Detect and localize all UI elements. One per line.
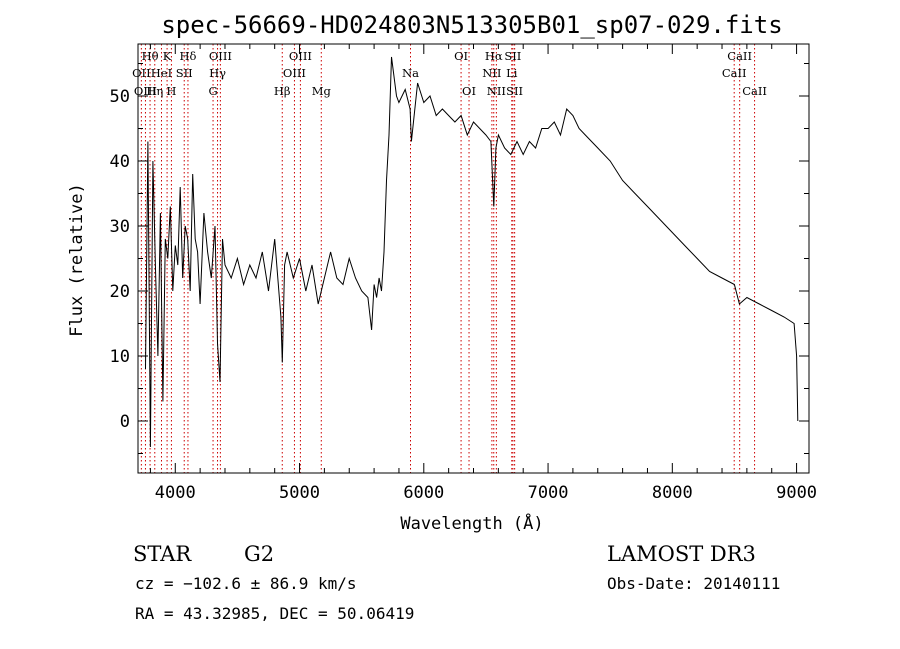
line-label-0: Hθ [142, 49, 159, 63]
line-label-25: CaII [727, 49, 752, 63]
y-axis-label: Flux (relative) [67, 183, 87, 337]
line-label-9: OIII [209, 49, 232, 63]
chart-title: spec-56669-HD024803N513305B01_sp07-029.f… [161, 11, 782, 39]
y-tick-label-4: 40 [110, 152, 130, 172]
line-label-8: H [166, 84, 176, 98]
x-tick-label-2: 6000 [403, 483, 444, 503]
y-tick-label-2: 20 [110, 282, 130, 302]
line-label-2: OIII [134, 84, 157, 98]
y-tick-label-1: 10 [110, 347, 130, 367]
x-tick-label-4: 8000 [652, 483, 693, 503]
line-label-24: SII [506, 84, 523, 98]
line-label-6: Hδ [179, 49, 196, 63]
line-label-26: CaII [722, 66, 747, 80]
line-label-1: OII [132, 66, 151, 80]
line-label-17: OI [454, 49, 468, 63]
line-label-14: Hβ [274, 84, 291, 98]
plot-frame [137, 43, 810, 474]
line-label-12: OIII [289, 49, 312, 63]
line-label-13: OIII [283, 66, 306, 80]
line-label-10: Hγ [209, 66, 226, 80]
line-label-15: Mg [312, 84, 332, 98]
y-tick-label-0: 0 [120, 412, 130, 432]
axis-tick-labels: 4000 5000 6000 7000 8000 9000 0 10 20 30 40 50 [110, 87, 818, 503]
line-label-20: NII [482, 66, 501, 80]
object-subclass: G2 [244, 542, 274, 566]
line-label-16: Na [402, 66, 419, 80]
spectral-line-markers [140, 44, 756, 473]
object-class: STAR [133, 542, 192, 566]
line-label-22: SII [504, 49, 521, 63]
line-label-18: OI [462, 84, 476, 98]
x-tick-label-5: 9000 [776, 483, 817, 503]
redshift-velocity: cz = −102.6 ± 86.9 km/s [135, 574, 357, 593]
spectrum-series-line [145, 56, 799, 448]
line-label-5: Hη [146, 84, 163, 98]
axis-ticks [138, 44, 809, 473]
x-tick-label-1: 5000 [279, 483, 320, 503]
sky-coordinates: RA = 43.32985, DEC = 50.06419 [135, 604, 414, 623]
observation-date: Obs-Date: 20140111 [607, 574, 780, 593]
line-label-3: K [163, 49, 172, 63]
line-label-4: HeI [151, 66, 172, 80]
line-label-21: NII [487, 84, 506, 98]
x-axis-label: Wavelength (Å) [400, 512, 543, 534]
line-label-7: SII [176, 66, 193, 80]
x-tick-label-0: 4000 [155, 483, 196, 503]
y-tick-label-5: 50 [110, 87, 130, 107]
line-label-11: G [208, 84, 217, 98]
line-label-19: Hα [485, 49, 503, 63]
y-tick-label-3: 30 [110, 217, 130, 237]
line-label-23: Li [506, 66, 518, 80]
line-label-27: CaII [742, 84, 767, 98]
survey-name: LAMOST DR3 [607, 542, 756, 566]
x-tick-label-3: 7000 [528, 483, 569, 503]
